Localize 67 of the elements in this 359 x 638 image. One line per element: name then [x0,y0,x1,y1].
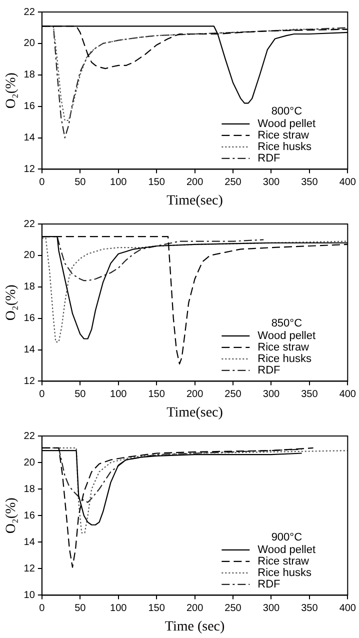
x-tick-label: 50 [74,388,86,400]
y-axis-title: O₂(%) [4,72,20,109]
x-tick-label: 250 [224,176,242,188]
y-tick-label: 22 [24,218,36,230]
x-tick-label: 150 [148,388,166,400]
y-tick-label: 22 [24,430,36,442]
x-tick-label: 300 [262,388,280,400]
x-tick-label: 150 [148,602,166,614]
legend-label: Wood pellet [258,330,316,342]
y-tick-label: 14 [24,344,36,356]
x-tick-label: 0 [39,176,46,188]
y-tick-label: 12 [24,376,36,387]
y-tick-label: 12 [24,164,36,175]
legend-label: Rice husks [258,566,312,579]
x-tick-label: 250 [224,602,242,614]
legend-label: Rice husks [258,352,312,365]
y-tick-label: 16 [24,510,36,522]
legend-label: Rice straw [258,555,310,568]
x-tick-label: 250 [224,388,242,400]
x-axis-title: Time(sec) [166,405,224,420]
legend-title: 900°C [271,531,302,544]
y-tick-label: 18 [24,484,36,495]
x-tick-label: 150 [148,176,166,188]
x-tick-label: 50 [74,176,86,188]
legend-title: 850°C [271,317,302,330]
x-tick-label: 100 [110,388,128,400]
y-tick-label: 12 [24,563,36,574]
legend-label: RDF [258,364,281,376]
x-tick-label: 50 [74,602,86,614]
legend-label: Rice husks [258,140,312,153]
legend-label: Wood pellet [258,544,316,556]
x-tick-label: 350 [301,388,318,400]
y-tick-label: 14 [24,132,36,144]
legend-title: 800°C [271,105,302,118]
x-tick-label: 400 [339,388,356,400]
x-tick-label: 400 [339,176,356,188]
y-axis-title: O₂(%) [4,497,20,534]
y-tick-label: 18 [24,282,36,293]
y-tick-label: 20 [24,38,36,50]
y-tick-label: 20 [24,250,36,262]
x-tick-label: 200 [186,176,204,188]
x-tick-label: 350 [301,602,318,614]
y-tick-label: 14 [24,536,36,548]
legend-label: RDF [258,152,281,164]
x-axis-title: Time (sec) [164,619,225,634]
legend-label: Rice straw [258,129,310,142]
x-tick-label: 400 [339,602,356,614]
y-tick-label: 20 [24,457,36,468]
x-tick-label: 0 [39,602,46,614]
legend-label: Rice straw [258,341,310,354]
legend-label: RDF [258,578,281,590]
y-tick-label: 16 [24,101,36,112]
y-tick-label: 18 [24,70,36,81]
x-tick-label: 100 [110,602,128,614]
x-tick-label: 100 [110,176,128,188]
legend-label: Wood pellet [258,118,316,130]
x-tick-label: 350 [301,176,318,188]
y-axis-title: O₂(%) [4,284,20,321]
y-tick-label: 10 [24,590,36,601]
x-tick-label: 200 [186,388,204,400]
y-tick-label: 22 [24,6,36,18]
x-tick-label: 300 [262,176,280,188]
y-tick-label: 16 [24,313,36,324]
x-tick-label: 0 [39,388,46,400]
x-axis-title: Time(sec) [166,193,224,208]
x-tick-label: 300 [262,602,280,614]
x-tick-label: 200 [186,602,204,614]
